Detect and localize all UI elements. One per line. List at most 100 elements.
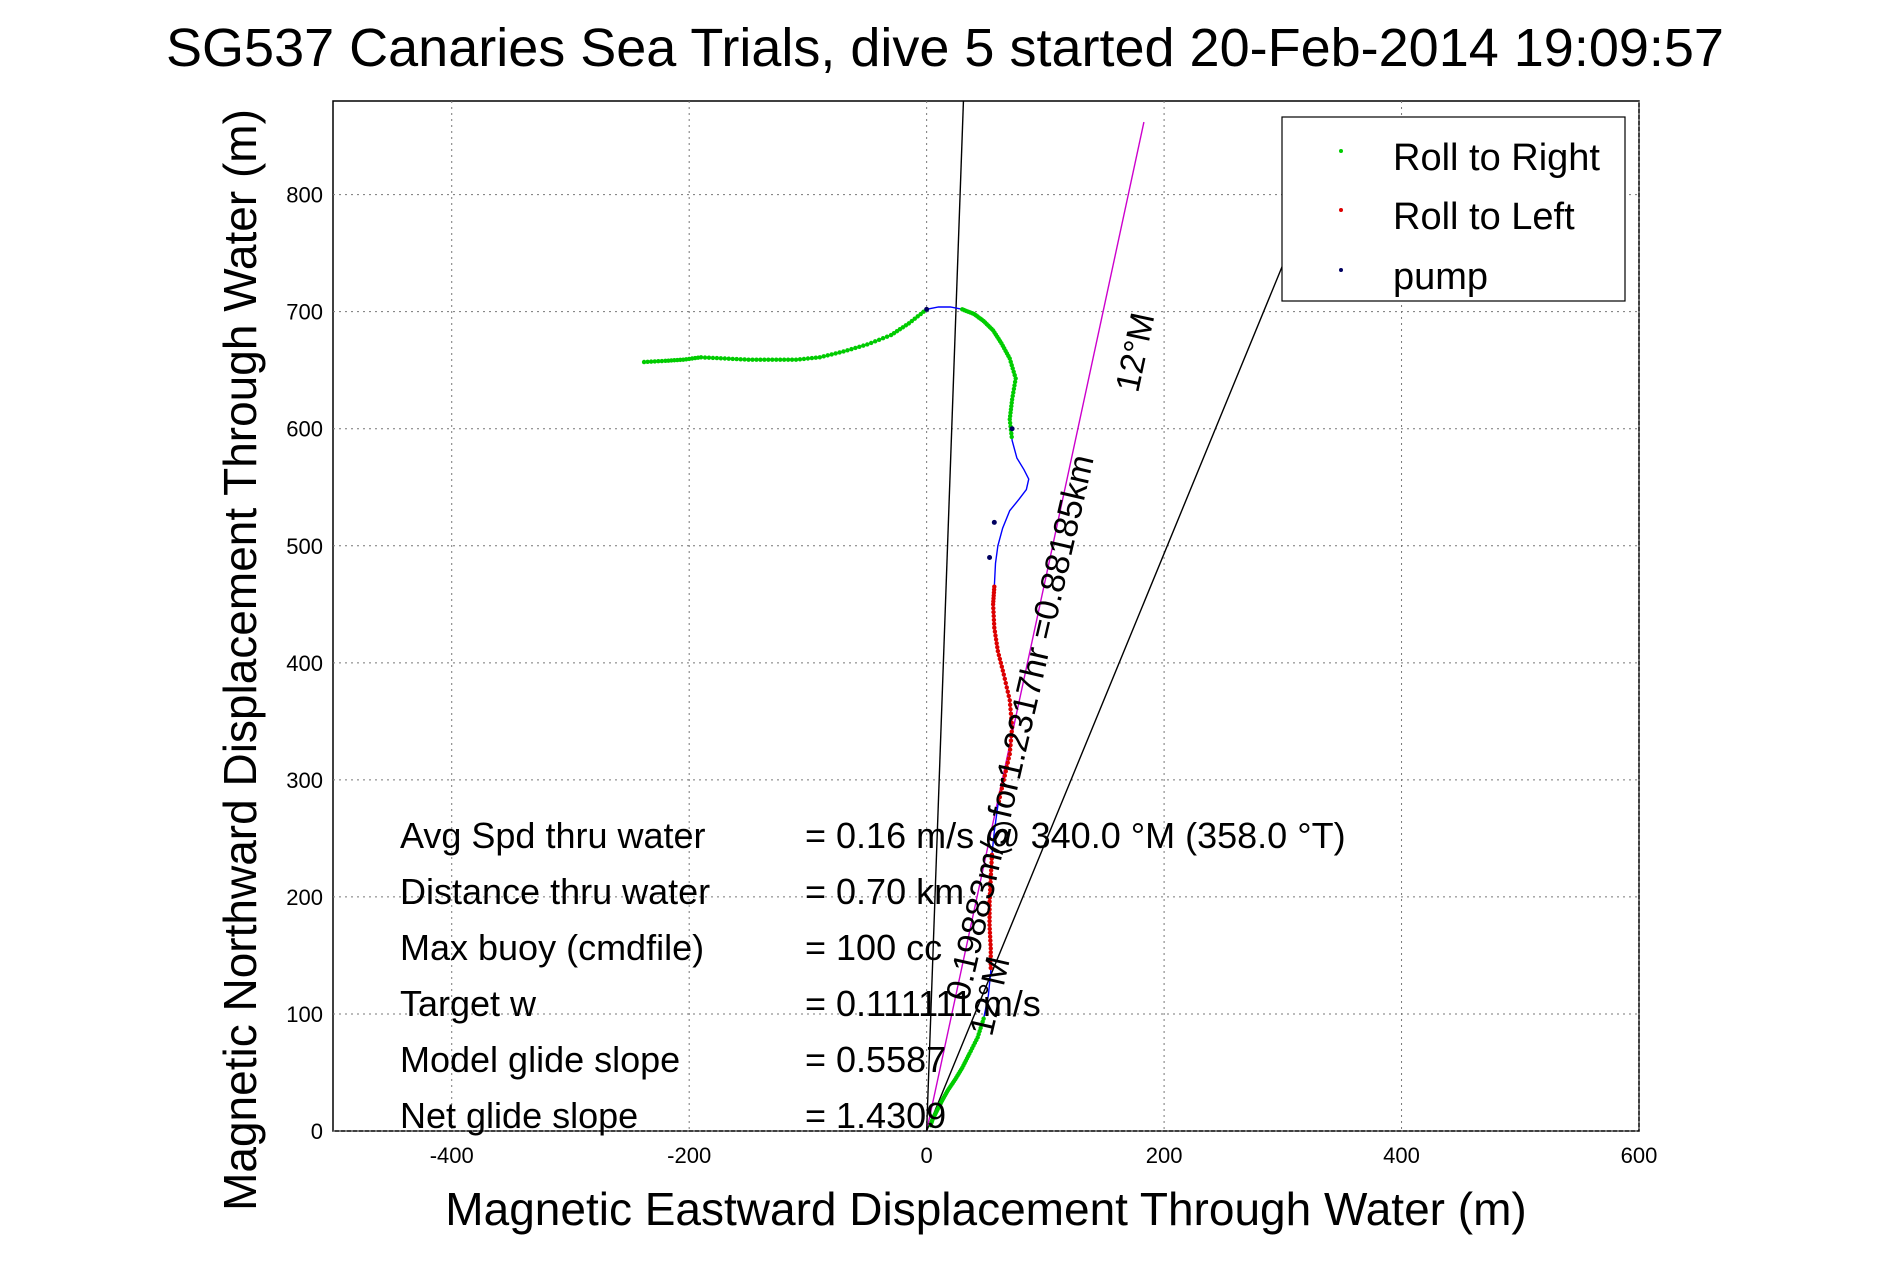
track-roll-point <box>987 903 992 908</box>
track-roll-point <box>801 356 807 362</box>
track-roll-point <box>656 359 661 364</box>
legend-label-roll-left: Roll to Left <box>1393 196 1575 238</box>
track-roll-point <box>785 357 791 362</box>
stat-label: Max buoy (cmdfile) <box>400 927 704 968</box>
legend-marker-pump <box>1339 268 1343 272</box>
tick-labels: -400 -200 0 200 400 600 0 100 200 300 400 500 600 700… <box>286 183 1657 1168</box>
track-roll-point <box>998 790 1004 795</box>
track-roll-point <box>991 605 996 611</box>
track-roll-point <box>754 357 759 362</box>
track-roll-point <box>991 609 996 615</box>
track-roll-point <box>746 357 751 362</box>
track-roll-point <box>987 914 992 920</box>
track-roll-point <box>706 355 712 360</box>
track-roll-point <box>726 356 731 361</box>
reference-lines <box>925 100 1284 1132</box>
track-roll-point <box>906 321 912 326</box>
track-roll-point <box>988 872 994 877</box>
track-roll-point <box>641 359 647 365</box>
track-roll-point <box>1011 390 1016 395</box>
track-roll-point <box>993 633 998 638</box>
track-roll-point <box>1007 747 1013 752</box>
track-pump-point <box>987 554 993 560</box>
track-roll-point <box>1002 773 1007 778</box>
track-roll-point <box>987 922 992 928</box>
legend-label-pump: pump <box>1393 256 1488 298</box>
track-roll-point <box>1012 372 1017 378</box>
track-roll-point <box>1009 362 1014 368</box>
track-roll-point <box>912 316 917 321</box>
track-roll-point <box>988 965 993 971</box>
track-roll-point <box>1007 413 1013 419</box>
track-roll-point <box>833 351 838 356</box>
track-roll-point <box>1009 724 1015 730</box>
track-roll-point <box>793 357 799 362</box>
track-roll-point <box>797 357 803 362</box>
track-roll-point <box>722 356 727 361</box>
track-roll-point <box>987 907 992 912</box>
track-roll-point <box>758 357 763 362</box>
stat-label: Distance thru water <box>400 871 710 912</box>
x-tick-label: -200 <box>667 1143 711 1168</box>
track-roll-point <box>996 799 1002 804</box>
track-roll-point <box>997 656 1003 662</box>
track-roll-point <box>992 629 998 634</box>
track-roll-point <box>989 860 994 865</box>
track-roll-point <box>781 357 787 362</box>
x-tick-label: 200 <box>1146 1143 1183 1168</box>
y-tick-label: 600 <box>286 417 323 442</box>
stats-block: Avg Spd thru water = 0.16 m/s @ 340.0 °M … <box>400 815 1346 1136</box>
reference-line <box>925 100 965 1132</box>
x-tick-label: 400 <box>1383 1143 1420 1168</box>
track-roll-point <box>1001 777 1007 783</box>
stat-label: Model glide slope <box>400 1039 680 1080</box>
track-roll-point <box>853 345 858 351</box>
track-roll-point <box>988 950 993 955</box>
track-roll-point <box>809 355 815 361</box>
stat-label: Target w <box>400 983 537 1024</box>
reference-line <box>925 264 1284 1132</box>
track-roll-point <box>1003 769 1008 774</box>
y-tick-label: 500 <box>286 534 323 559</box>
track-roll-point <box>845 348 850 353</box>
track-roll-point <box>987 934 993 939</box>
y-tick-label: 0 <box>311 1119 323 1144</box>
track-roll-point <box>841 349 846 354</box>
stat-label: Net glide slope <box>400 1095 638 1136</box>
track-roll-point <box>1012 383 1017 388</box>
track-roll-point <box>1009 434 1014 440</box>
track-roll-point <box>1007 698 1012 703</box>
track-roll-point <box>988 961 993 967</box>
track-roll-point <box>766 357 771 362</box>
track-roll-point <box>1009 729 1014 734</box>
track-roll-point <box>993 637 999 642</box>
y-tick-label: 800 <box>286 183 323 208</box>
stat-value: = 0.111111 m/s <box>805 983 1041 1024</box>
track-roll-point <box>1009 431 1014 436</box>
track-roll-point <box>1008 738 1014 743</box>
track <box>641 306 1030 1128</box>
x-tick-label: 600 <box>1621 1143 1658 1168</box>
stat-value: = 100 cc <box>805 927 942 968</box>
y-tick-label: 400 <box>286 651 323 676</box>
track-roll-point <box>1008 711 1014 716</box>
track-roll-point <box>1009 403 1014 409</box>
track-roll-point <box>909 318 914 324</box>
legend-marker-roll-left <box>1339 208 1343 212</box>
track-roll-point <box>1011 386 1017 392</box>
track-roll-point <box>987 930 993 936</box>
track-roll-point <box>987 926 992 932</box>
track-roll-point <box>714 355 720 361</box>
track-roll-point <box>1009 720 1014 725</box>
track-pump-point <box>1009 426 1015 432</box>
track-roll-point <box>987 891 993 896</box>
track-roll-point <box>884 334 890 339</box>
track-roll-point <box>1004 685 1009 690</box>
track-roll-point <box>1008 707 1013 712</box>
track-roll-point <box>991 621 997 627</box>
track-roll-point <box>876 337 882 342</box>
track-roll-point <box>805 356 811 361</box>
track-roll-point <box>869 340 874 346</box>
track-roll-point <box>730 356 735 362</box>
